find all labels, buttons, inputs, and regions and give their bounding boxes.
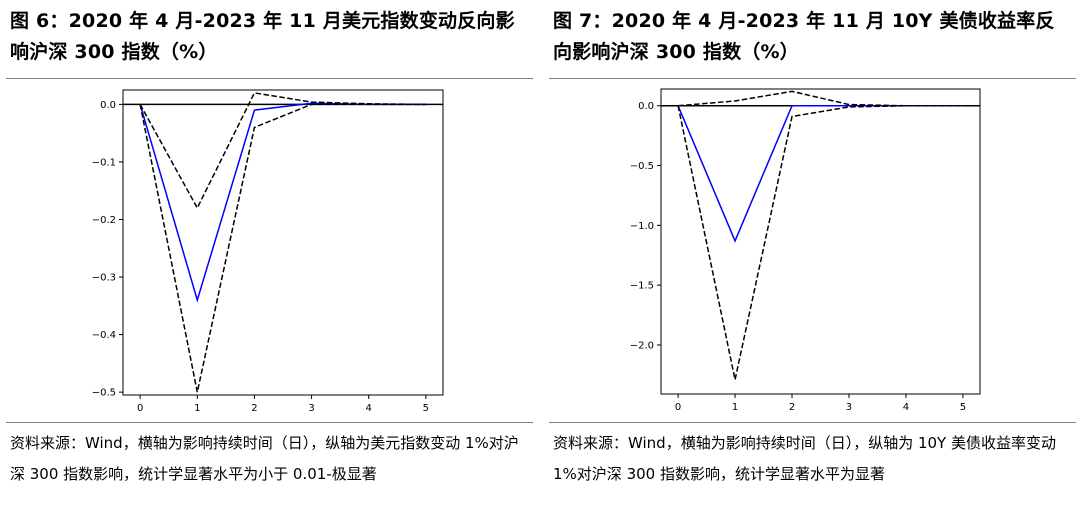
- x-tick-label: 5: [960, 402, 966, 413]
- y-tick-label: 0.0: [100, 100, 116, 111]
- figure-7-panel: 图 7：2020 年 4 月-2023 年 11 月 10Y 美债收益率反向影响…: [549, 0, 1079, 527]
- series-lower-band-line: [677, 105, 963, 380]
- series-response-line: [139, 102, 426, 303]
- y-tick-label: −0.5: [92, 388, 116, 399]
- x-tick-label: 3: [846, 402, 852, 413]
- figure-6-chart: 0.0 −0.1 −0.2 −0.3 −0.4 −0.5 0 1 2 3 4 5: [92, 89, 444, 414]
- series-response-line: [677, 105, 963, 243]
- figure-7-source-note: 资料来源：Wind，横轴为影响持续时间（日），纵轴为 10Y 美债收益率变动 1…: [553, 434, 1056, 483]
- x-tick-label: 0: [675, 402, 681, 413]
- y-tick-label: −0.3: [92, 273, 116, 284]
- figure-6-source-note: 资料来源：Wind，横轴为影响持续时间（日），纵轴为美元指数变动 1%对沪深 3…: [10, 434, 519, 483]
- figure-6-title-divider: [6, 78, 533, 79]
- figure-7-title: 图 7：2020 年 4 月-2023 年 11 月 10Y 美债收益率反向影响…: [553, 10, 1055, 63]
- figure-6-title: 图 6：2020 年 4 月-2023 年 11 月美元指数变动反向影响沪深 3…: [10, 10, 515, 63]
- plot-frame: [122, 89, 444, 396]
- x-tick-label: 5: [423, 403, 429, 414]
- series-upper-band-line: [678, 90, 963, 107]
- y-tick-label: −0.4: [92, 330, 116, 341]
- figure-6-source-divider: [6, 422, 533, 423]
- y-tick-label: −1.5: [630, 281, 654, 292]
- figure-7-chart: 0.0 −0.5 −1.0 −1.5 −2.0 0 1 2 3 4 5: [630, 88, 981, 413]
- x-tick-label: 4: [903, 402, 909, 413]
- series-lower-band-line: [139, 103, 426, 393]
- y-tick-label: −0.5: [630, 161, 654, 172]
- figure-7-title-divider: [549, 78, 1076, 79]
- x-tick-label: 4: [366, 403, 372, 414]
- figure-6-panel: 图 6：2020 年 4 月-2023 年 11 月美元指数变动反向影响沪深 3…: [6, 0, 536, 527]
- plot-frame: [660, 88, 981, 395]
- y-tick-label: 0.0: [638, 101, 654, 112]
- x-tick-label: 0: [137, 403, 143, 414]
- y-tick-label: −1.0: [630, 221, 654, 232]
- x-tick-label: 2: [251, 403, 257, 414]
- x-tick-label: 1: [732, 402, 738, 413]
- x-tick-label: 3: [308, 403, 314, 414]
- y-tick-label: −2.0: [630, 340, 654, 351]
- figure-7-source-divider: [549, 422, 1076, 423]
- y-tick-label: −0.2: [92, 215, 116, 226]
- x-tick-label: 1: [194, 403, 200, 414]
- y-tick-label: −0.1: [92, 157, 116, 168]
- x-tick-label: 2: [789, 402, 795, 413]
- series-upper-band-line: [139, 92, 426, 210]
